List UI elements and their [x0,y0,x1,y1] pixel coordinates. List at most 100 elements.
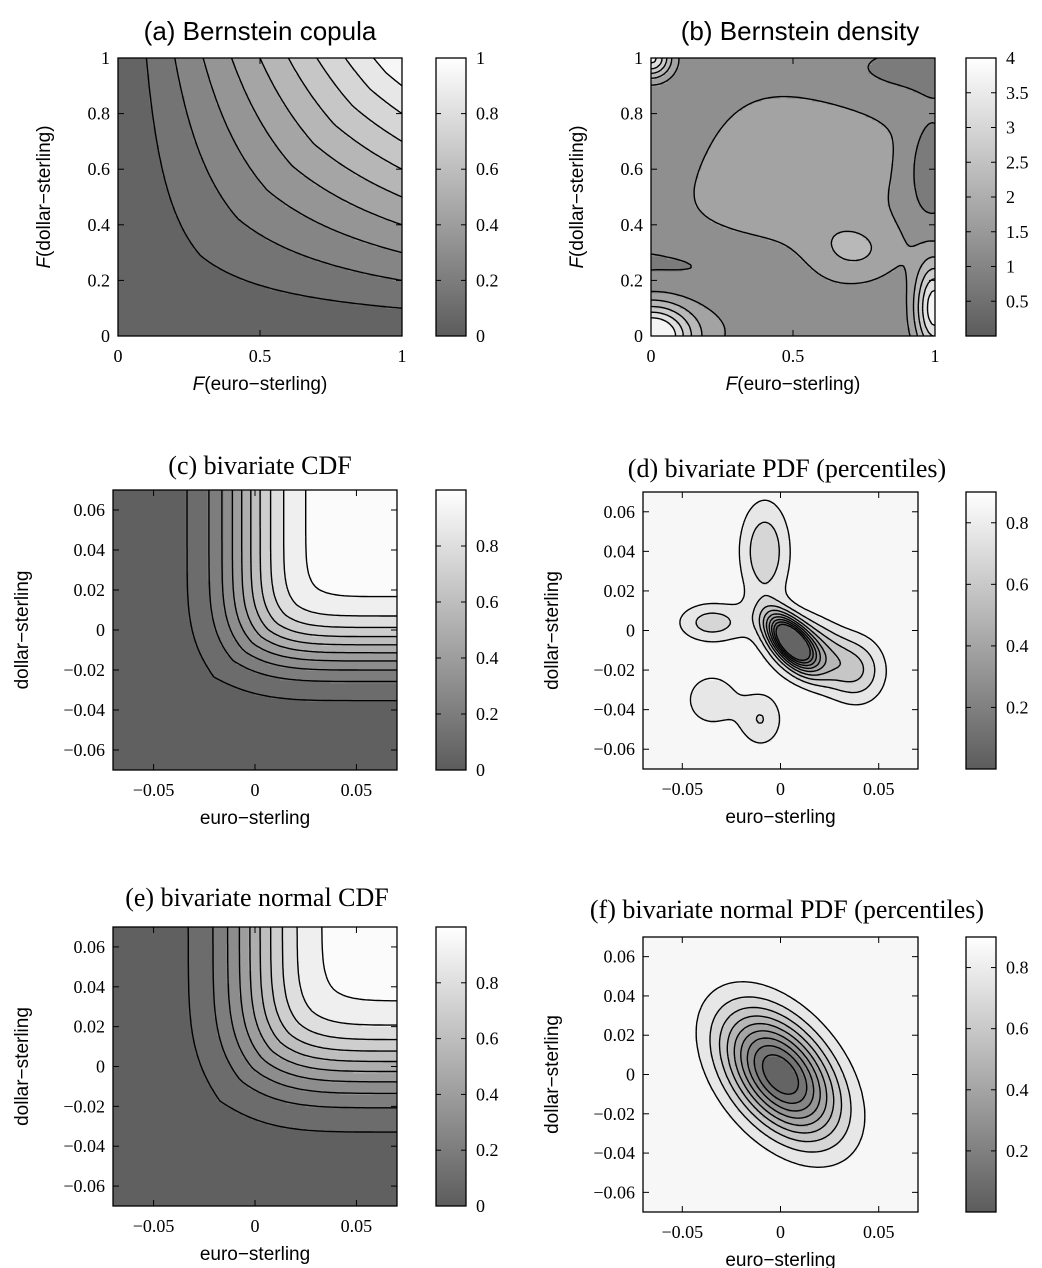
panel-e-contour-1 [187,927,397,1133]
panel-c-colorbar-label: 0.2 [476,704,499,724]
panel-e-contour-5 [249,927,397,1073]
panel-e-contour-7 [269,927,397,1052]
panel-a-ylabel: F(dollar−sterling) [34,125,55,268]
panel-b-contour-5 [651,58,935,336]
panel-c-contour-lines [186,490,397,702]
panel-c-ytick-label: 0.04 [74,540,106,560]
panel-d-ytick-label: −0.02 [593,660,635,680]
panel-b-contour-3 [651,58,935,336]
panel-e-title: (e) bivariate normal CDF [125,883,389,912]
panel-b-colorbar-label: 2.5 [1006,152,1029,172]
panel-b-colorbar-label: 1.5 [1006,222,1029,242]
panel-d-ytick-label: 0 [626,621,635,641]
panel-c-ytick-label: −0.06 [63,740,105,760]
panel-f-ytick-label: −0.02 [593,1104,635,1124]
panel-f-colorbar-label: 0.6 [1006,1019,1029,1039]
panel-e-colorbar-label: 0 [476,1196,485,1216]
panel-b-colorbar-label: 0.5 [1006,291,1029,311]
panel-d-xlabel: euro−sterling [725,807,835,828]
panel-a-contour-3 [202,58,402,254]
panel-a-colorbar-label: 0 [476,326,485,346]
panel-a-contour-7 [316,58,402,143]
panel-d-xtick-label: 0.05 [863,779,895,799]
panel-f-contour-6 [726,1015,835,1134]
panel-d-plot-area [643,492,918,769]
panel-b-contour-2 [651,58,935,271]
panel-d-xtick-label: −0.05 [661,779,703,799]
panel-c-title: (c) bivariate CDF [168,451,351,480]
panel-a-contour-2 [174,58,402,282]
panel-a-xlabel-func: F [193,374,206,395]
panel-c-contour-4 [231,490,397,662]
panel-a-ytick-label: 0.6 [88,159,111,179]
panel-a-contour-9 [373,58,402,87]
panel-e-contour-2 [212,927,397,1109]
panel-e-xtick-label: 0.05 [341,1216,373,1236]
panel-f-xtick-label: 0.05 [863,1222,895,1242]
panel-e-contour-8 [281,927,397,1041]
panel-a-contour-6 [287,58,402,170]
panel-e-contour-6 [259,927,397,1063]
panel-a-ytick-label: 0 [101,326,110,346]
panel-a: (a) Bernstein copula 0 0.5 1 0 0.2 0.4 0.6 0.8 1 F… [34,16,499,395]
panel-f-contour-1 [761,1054,800,1095]
panel-d-ytick-label: 0.04 [604,541,636,561]
panel-e-plot-area [113,927,397,1206]
panel-b-plot-area [651,58,935,336]
panel-e-colorbar [435,926,467,1207]
panel-a-colorbar-label: 0.4 [476,215,499,235]
panel-b-colorbar-label: 4 [1006,48,1015,68]
panel-e-ytick-label: 0.02 [74,1017,106,1037]
panel-d-colorbar-label: 0.2 [1006,697,1029,717]
panel-b-xtick-label: 0.5 [782,346,805,366]
panel-e-ylabel: dollar−sterling [12,1007,33,1126]
panel-c-contour-5 [241,490,397,654]
panel-c-ytick-label: 0.06 [74,500,106,520]
panel-c-ytick-label: 0 [96,620,105,640]
panel-a-xlabel-text: (euro−sterling) [204,374,327,395]
panel-e-fill [113,927,397,1206]
panel-a-fill [118,58,402,336]
panel-f: (f) bivariate normal PDF (percentiles) −0… [542,895,1029,1268]
panel-f-ylabel: dollar−sterling [542,1015,563,1134]
panel-b-ylabel-text: (dollar−sterling) [567,125,588,256]
panel-b-xlabel-func: F [726,374,739,395]
panel-e-ytick-label: −0.04 [63,1136,105,1156]
panel-f-fill [643,937,918,1212]
panel-e-colorbar-label: 0.2 [476,1140,499,1160]
panel-c-contour-2 [208,490,397,683]
panel-c-xtick-label: −0.05 [133,780,175,800]
panel-d-title: (d) bivariate PDF (percentiles) [628,454,946,483]
panel-a-xlabel: F(euro−sterling) [193,374,328,395]
panel-e-contour-4 [238,927,397,1083]
panel-d-xlabel-text: euro−sterling [725,807,835,828]
panel-d-contour-1 [775,623,811,661]
panel-f-contour-5 [733,1022,828,1127]
panel-a-ylabel-text: (dollar−sterling) [34,125,55,256]
panel-f-contour-lines [695,981,866,1168]
panel-b-fill [651,58,935,336]
panel-e-xlabel-text: euro−sterling [200,1244,310,1265]
panel-d-contour-3 [770,618,818,667]
panel-c-contour-3 [221,490,397,671]
panel-a-ytick-label: 1 [101,48,110,68]
panel-b-xtick-label: 0 [647,346,656,366]
panel-b-ytick-label: 0.4 [621,215,644,235]
panel-a-contour-lines [145,58,402,309]
panel-f-contour-9 [695,981,866,1168]
panel-e-ytick-label: −0.02 [63,1096,105,1116]
panel-f-contour-3 [746,1037,815,1112]
panel-d-xtick-label: 0 [776,779,785,799]
panel-d-contour-4 [768,616,822,670]
panel-d-ylabel-text: dollar−sterling [542,571,563,690]
panel-a-xtick-label: 1 [398,346,407,366]
panel-d-ytick-label: −0.06 [593,739,635,759]
panel-d-colorbar-label: 0.6 [1006,574,1029,594]
panel-e-contour-9 [296,927,397,1026]
panel-f-plot-area [643,937,918,1212]
panel-b-contour-lines [651,58,935,336]
panel-b-ylabel-func: F [567,256,588,269]
panel-f-ytick-label: 0 [626,1065,635,1085]
panel-d-contour-7 [758,605,865,683]
panel-e-colorbar-label: 0.8 [476,973,499,993]
